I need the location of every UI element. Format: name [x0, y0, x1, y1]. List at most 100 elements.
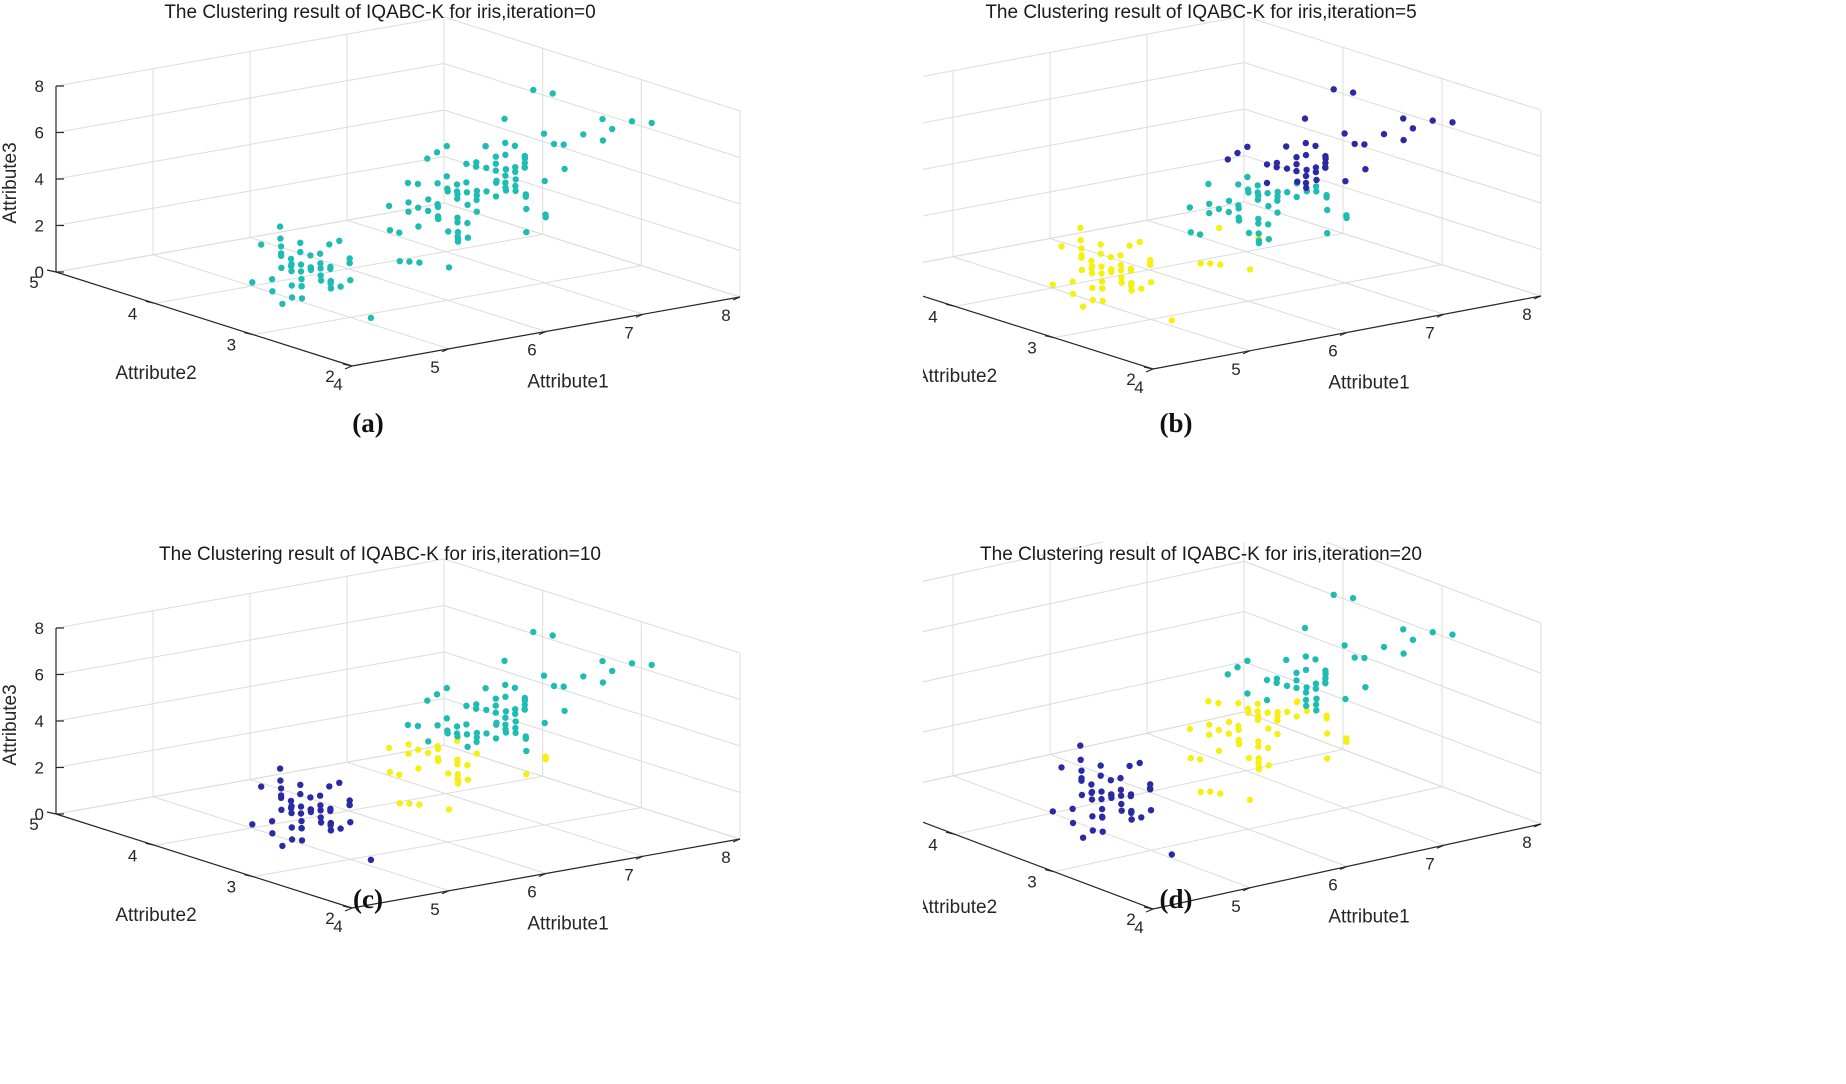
data-point-cluster-2: [269, 288, 276, 295]
data-point-cluster-2: [396, 229, 403, 236]
data-point-cluster-2: [628, 660, 636, 667]
data-point-cluster-1: [1117, 792, 1125, 799]
data-point-cluster-1: [1128, 816, 1135, 823]
y-axis-line: [923, 295, 1154, 370]
data-point-cluster-2: [1224, 671, 1231, 678]
panel-d: 45678234502468Attribute1Attribute2Attrib…: [923, 542, 1846, 1084]
data-point-cluster-2: [482, 143, 489, 150]
wall-grid-z-back: [923, 711, 1245, 783]
data-points: [249, 628, 655, 863]
data-point-cluster-3: [406, 800, 413, 807]
data-point-cluster-1: [288, 836, 296, 843]
x-tick-mark: [538, 330, 547, 336]
data-point-cluster-1: [268, 818, 276, 825]
z-axis-label: Attribute3: [0, 142, 21, 223]
data-point-cluster-3: [1147, 279, 1155, 286]
data-point-cluster-2: [1302, 696, 1310, 704]
data-point-cluster-1: [326, 783, 333, 790]
wall-grid-z-back: [923, 542, 1105, 582]
x-tick-label: 4: [333, 375, 342, 394]
data-point-cluster-3: [1108, 266, 1115, 273]
wall-grid-z-side: [1324, 542, 1542, 624]
data-point-cluster-3: [454, 761, 461, 768]
data-point-cluster-1: [367, 856, 375, 863]
data-point-cluster-1: [317, 802, 324, 809]
data-point-cluster-3: [1255, 766, 1263, 773]
data-point-cluster-2: [1400, 650, 1407, 657]
data-point-cluster-1: [1128, 809, 1135, 816]
data-point-cluster-2: [1380, 643, 1388, 651]
data-point-cluster-2: [542, 211, 549, 218]
y-tick-label: 2: [1126, 910, 1135, 929]
data-point-cluster-3: [1254, 700, 1261, 708]
floor-grid-y: [923, 201, 1245, 263]
x-tick-label: 5: [1231, 360, 1240, 379]
data-point-cluster-1: [1088, 796, 1096, 803]
data-point-cluster-3: [1118, 274, 1125, 281]
data-point-cluster-2: [550, 682, 558, 690]
data-point-cluster-2: [473, 208, 480, 215]
data-point-cluster-2: [502, 708, 510, 715]
x-tick-mark: [344, 365, 353, 370]
x-tick-label: 6: [527, 883, 536, 902]
data-point-cluster-2: [492, 695, 499, 702]
data-point-cluster-3: [1197, 788, 1204, 796]
data-point-cluster-2: [1235, 214, 1242, 221]
data-point-cluster-2: [1254, 182, 1261, 189]
wall-grid-z-side: [1243, 108, 1542, 204]
data-point-cluster-2: [297, 268, 305, 275]
data-point-cluster-3: [1294, 698, 1301, 705]
data-point-cluster-3: [1255, 738, 1262, 745]
data-point-cluster-3: [1265, 725, 1272, 732]
wall-grid-z-side: [1243, 15, 1542, 111]
data-point-cluster-1: [1303, 166, 1310, 174]
data-point-cluster-2: [337, 283, 344, 290]
data-point-cluster-2: [502, 172, 509, 179]
y-tick-label: 4: [128, 846, 137, 865]
data-point-cluster-2: [512, 729, 519, 737]
data-point-cluster-3: [1284, 708, 1291, 715]
data-point-cluster-3: [1058, 243, 1065, 250]
data-point-cluster-2: [1245, 229, 1253, 237]
y-tick-label: 4: [928, 835, 937, 854]
data-point-cluster-2: [1322, 675, 1329, 682]
data-point-cluster-2: [530, 628, 537, 636]
data-point-cluster-2: [502, 139, 509, 147]
data-point-cluster-2: [1312, 183, 1320, 190]
data-point-cluster-2: [502, 151, 509, 158]
data-point-cluster-2: [483, 730, 490, 737]
data-point-cluster-2: [1293, 669, 1300, 676]
data-point-cluster-3: [1217, 261, 1224, 268]
data-point-cluster-2: [404, 179, 412, 187]
data-point-cluster-2: [316, 250, 324, 257]
data-point-cluster-3: [1274, 709, 1281, 716]
data-point-cluster-3: [1107, 253, 1114, 261]
data-point-cluster-2: [268, 276, 276, 283]
data-point-cluster-2: [307, 264, 315, 271]
tick-labels: 45678234502468Attribute1Attribute2Attrib…: [923, 305, 1532, 397]
data-point-cluster-2: [599, 657, 606, 665]
data-point-cluster-2: [483, 188, 490, 195]
data-point-cluster-2: [1342, 695, 1349, 703]
data-point-cluster-2: [521, 706, 528, 713]
data-point-cluster-2: [492, 153, 499, 160]
data-point-cluster-1: [1449, 119, 1456, 126]
data-point-cluster-3: [523, 771, 530, 778]
grid-lines: [923, 15, 1542, 370]
data-point-cluster-2: [454, 219, 461, 226]
data-point-cluster-3: [1245, 754, 1253, 762]
data-point-cluster-1: [1078, 775, 1085, 782]
data-point-cluster-3: [1215, 700, 1222, 707]
data-point-cluster-2: [1293, 193, 1300, 201]
data-point-cluster-2: [433, 691, 441, 698]
data-point-cluster-2: [502, 693, 509, 700]
data-point-cluster-3: [1088, 270, 1096, 277]
data-point-cluster-1: [269, 830, 276, 837]
data-point-cluster-3: [386, 769, 394, 776]
data-point-cluster-1: [258, 783, 265, 790]
data-point-cluster-2: [1284, 189, 1291, 196]
data-point-cluster-2: [609, 125, 616, 133]
data-point-cluster-2: [1244, 173, 1251, 181]
data-point-cluster-1: [1078, 791, 1086, 799]
data-point-cluster-1: [1049, 808, 1056, 815]
